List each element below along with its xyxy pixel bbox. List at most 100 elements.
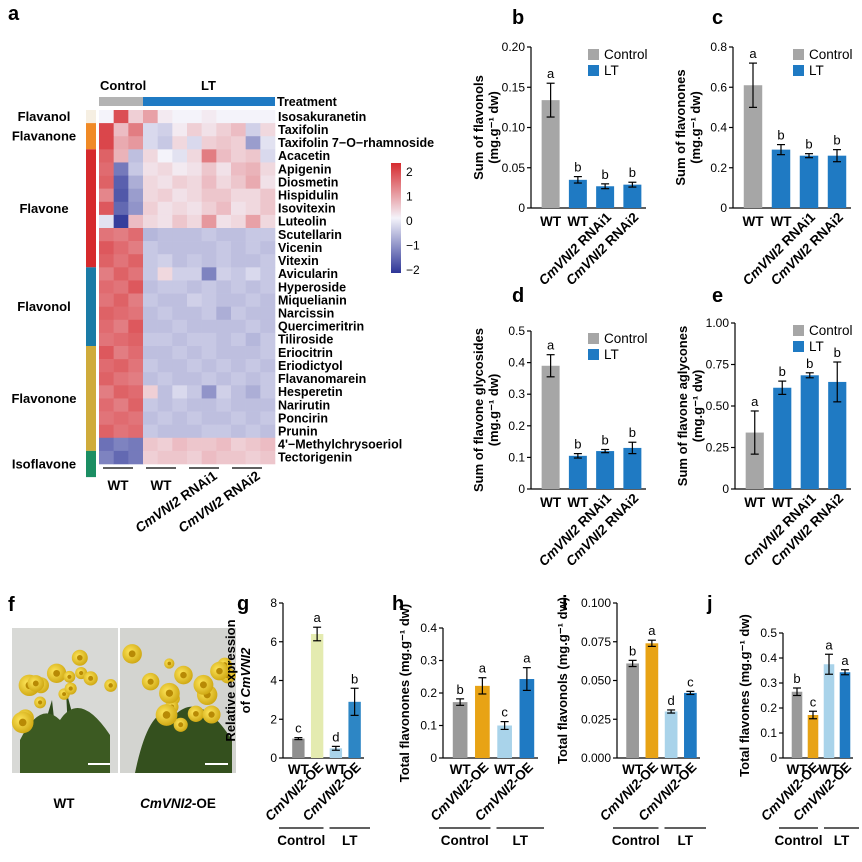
heatmap-cell xyxy=(113,450,129,465)
category-label: WT xyxy=(450,762,472,777)
group-label: LT xyxy=(342,833,358,848)
heatmap-cell xyxy=(99,123,114,137)
heatmap-cell xyxy=(216,293,232,307)
heatmap-cell xyxy=(143,450,158,465)
heatmap-cell xyxy=(201,437,217,452)
y-tick-label: 0.075 xyxy=(581,635,611,649)
heatmap-cell xyxy=(260,228,276,242)
flower-center xyxy=(147,678,154,685)
heatmap-cell xyxy=(201,332,217,347)
y-axis-label-2: (mg.g⁻¹ dw) xyxy=(486,374,501,447)
category-label: WT xyxy=(622,762,644,777)
significance-letter: b xyxy=(779,364,786,379)
heatmap-cell xyxy=(187,254,202,268)
heatmap-cell xyxy=(187,424,202,439)
heatmap-cell xyxy=(216,188,232,203)
heatmap-cell xyxy=(245,411,261,425)
y-tick-label: 0.3 xyxy=(508,387,525,401)
bar xyxy=(519,679,535,758)
chart-e: e 0 0.25 0.50 0.75 1.00 Sum of flavone aglycon… xyxy=(675,285,853,569)
heatmap-cell xyxy=(231,228,246,242)
category-label: WT xyxy=(540,214,562,229)
y-tick-label: 0 xyxy=(430,751,437,765)
treatment-bar-control xyxy=(99,97,143,106)
heatmap-cell xyxy=(216,332,232,347)
heatmap-cell xyxy=(128,228,144,242)
heatmap-cell xyxy=(231,254,246,268)
heatmap-cell xyxy=(231,385,246,399)
heatmap-cell xyxy=(172,306,188,321)
bar xyxy=(568,455,587,489)
heatmap-cell xyxy=(245,332,261,347)
heatmap-cell xyxy=(245,136,261,150)
heatmap-cell xyxy=(157,123,173,137)
heatmap-cell xyxy=(143,293,158,307)
legend-swatch xyxy=(588,349,599,360)
heatmap-cell xyxy=(99,149,114,163)
heatmap-cell xyxy=(128,450,144,465)
heatmap-cell xyxy=(157,254,173,268)
heatmap-cell xyxy=(99,359,114,373)
heatmap-cell xyxy=(231,398,246,412)
heatmap-cell xyxy=(143,136,158,150)
y-axis-label-2: (mg.g⁻¹ dw) xyxy=(486,91,501,164)
bar xyxy=(745,432,764,489)
flower-center xyxy=(108,683,113,688)
heatmap-cell xyxy=(99,175,114,189)
bar xyxy=(497,725,512,758)
heatmap-cell xyxy=(113,293,129,307)
heatmap-cell xyxy=(201,228,217,242)
heatmap-cell xyxy=(231,214,246,229)
heatmap-cell xyxy=(128,110,144,124)
y-tick-label: 0.100 xyxy=(581,596,611,610)
heatmap-cell xyxy=(157,228,173,242)
significance-letter: a xyxy=(547,338,555,353)
y-tick-label: 0 xyxy=(518,201,525,215)
category-label: WT xyxy=(772,495,794,510)
heatmap-cell xyxy=(216,437,232,452)
panel-label: g xyxy=(237,593,249,615)
heatmap-cell xyxy=(260,110,276,124)
panel-label: d xyxy=(512,285,524,307)
class-label-flavonol: Flavonol xyxy=(17,299,70,314)
heatmap-cell xyxy=(172,332,188,347)
heatmap-cell xyxy=(187,110,202,124)
bar xyxy=(684,692,697,758)
photo-oe-label-suffix: -OE xyxy=(192,796,216,811)
molecule-label: Miquelianin xyxy=(278,293,347,307)
heatmap-cell xyxy=(216,346,232,360)
y-tick-label: 0.5 xyxy=(508,324,525,338)
heatmap-cell xyxy=(128,201,144,216)
heatmap-cell xyxy=(187,214,202,229)
flower-center xyxy=(216,667,223,675)
heatmap-cell xyxy=(172,385,188,399)
legend-swatch xyxy=(793,341,804,352)
heatmap-cell xyxy=(231,136,246,150)
heatmap-cell xyxy=(143,411,158,425)
heatmap-cell xyxy=(245,228,261,242)
y-tick-label: 0.15 xyxy=(502,80,526,94)
heatmap-cell xyxy=(260,385,276,399)
heatmap-cell xyxy=(99,110,114,124)
heatmap-cell xyxy=(113,175,129,189)
heatmap-cell xyxy=(187,149,202,163)
heatmap-cell xyxy=(143,149,158,163)
heatmap-cell xyxy=(260,136,276,150)
y-axis-label: Total flavones (mg.g⁻¹ dw) xyxy=(737,614,752,777)
bar xyxy=(799,155,819,208)
heatmap-cell xyxy=(128,319,144,334)
heatmap-cell xyxy=(231,424,246,439)
significance-letter: a xyxy=(523,651,531,666)
heatmap-cell xyxy=(187,385,202,399)
heatmap-cell xyxy=(172,228,188,242)
legend-label: LT xyxy=(809,63,824,78)
heatmap-cell xyxy=(128,214,144,229)
heatmap-cell xyxy=(216,450,232,465)
molecule-label: Hesperetin xyxy=(278,385,343,399)
heatmap-cell xyxy=(260,359,276,373)
heatmap-cell xyxy=(231,188,246,203)
significance-letter: b xyxy=(793,671,800,686)
group-label: LT xyxy=(678,833,694,848)
y-axis-label-2: of CmVNI2 xyxy=(238,647,253,714)
